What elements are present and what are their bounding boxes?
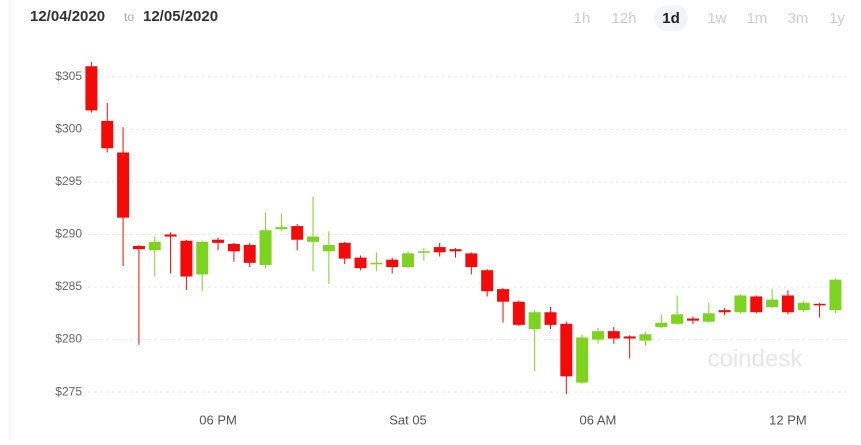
- candle-body: [576, 337, 589, 383]
- range-button[interactable]: 1w: [707, 10, 726, 27]
- candle-body: [671, 314, 684, 324]
- date-from: 12/04/2020: [30, 8, 105, 25]
- candle-body: [117, 152, 130, 218]
- candle-body: [322, 244, 335, 252]
- candle-body: [718, 310, 731, 313]
- candle-body: [132, 246, 145, 250]
- candle-body: [212, 239, 225, 243]
- candle-body: [275, 227, 288, 230]
- candle-body: [766, 299, 779, 307]
- candle-body: [148, 241, 161, 251]
- y-tick-label: $280: [55, 332, 82, 346]
- range-button[interactable]: 12h: [611, 10, 636, 27]
- candle-body: [544, 312, 557, 325]
- candle-body: [354, 257, 367, 269]
- candle-body: [639, 334, 652, 341]
- range-button[interactable]: 1d: [662, 10, 680, 27]
- x-tick-label: Sat 05: [389, 412, 427, 427]
- candle-body: [449, 249, 462, 252]
- candle-body: [402, 253, 415, 268]
- range-selected-bg: [654, 5, 688, 31]
- candle-body: [750, 296, 763, 313]
- candle-body: [196, 241, 209, 275]
- y-tick-label: $300: [55, 122, 82, 136]
- to-word: to: [124, 10, 134, 24]
- range-button[interactable]: 3m: [788, 10, 809, 27]
- candle-body: [623, 336, 636, 339]
- candle-body: [797, 302, 810, 311]
- candle-body: [101, 120, 114, 149]
- y-tick-label: $305: [55, 69, 82, 83]
- candle-body: [607, 331, 620, 339]
- y-tick-label: $275: [55, 384, 82, 398]
- watermark: coindesk: [708, 345, 804, 372]
- candle-body: [85, 66, 98, 111]
- candle-body: [496, 289, 509, 302]
- y-tick-label: $285: [55, 279, 82, 293]
- range-button[interactable]: 1y: [829, 10, 845, 27]
- x-tick-label: 06 PM: [199, 412, 237, 427]
- x-tick-label: 12 PM: [769, 412, 807, 427]
- candle-body: [813, 303, 826, 306]
- candle-body: [481, 270, 494, 292]
- candle-body: [829, 279, 842, 311]
- candle-body: [180, 240, 193, 277]
- candle-body: [655, 322, 668, 327]
- date-to: 12/05/2020: [143, 8, 218, 25]
- candle-body: [417, 251, 430, 253]
- range-button[interactable]: 1m: [747, 10, 768, 27]
- candle-body: [528, 312, 541, 330]
- candle-body: [702, 313, 715, 322]
- candle-body: [227, 243, 240, 252]
- y-tick-label: $295: [55, 174, 82, 188]
- candle-body: [591, 331, 604, 340]
- candle-body: [560, 323, 573, 377]
- candle-body: [781, 295, 794, 313]
- candle-body: [433, 247, 446, 253]
- candle-body: [512, 301, 525, 325]
- y-tick-label: $290: [55, 227, 82, 241]
- candle-body: [338, 242, 351, 259]
- candle-body: [291, 226, 304, 240]
- range-button[interactable]: 1h: [574, 10, 591, 27]
- candle-body: [370, 262, 383, 265]
- candle-body: [243, 244, 256, 263]
- candle-body: [465, 253, 478, 268]
- candle-body: [734, 295, 747, 313]
- x-tick-label: 06 AM: [580, 412, 617, 427]
- candle-body: [686, 318, 699, 321]
- candle-body: [307, 236, 320, 242]
- candle-body: [259, 230, 272, 265]
- candle-body: [386, 259, 399, 268]
- candle-body: [164, 234, 177, 237]
